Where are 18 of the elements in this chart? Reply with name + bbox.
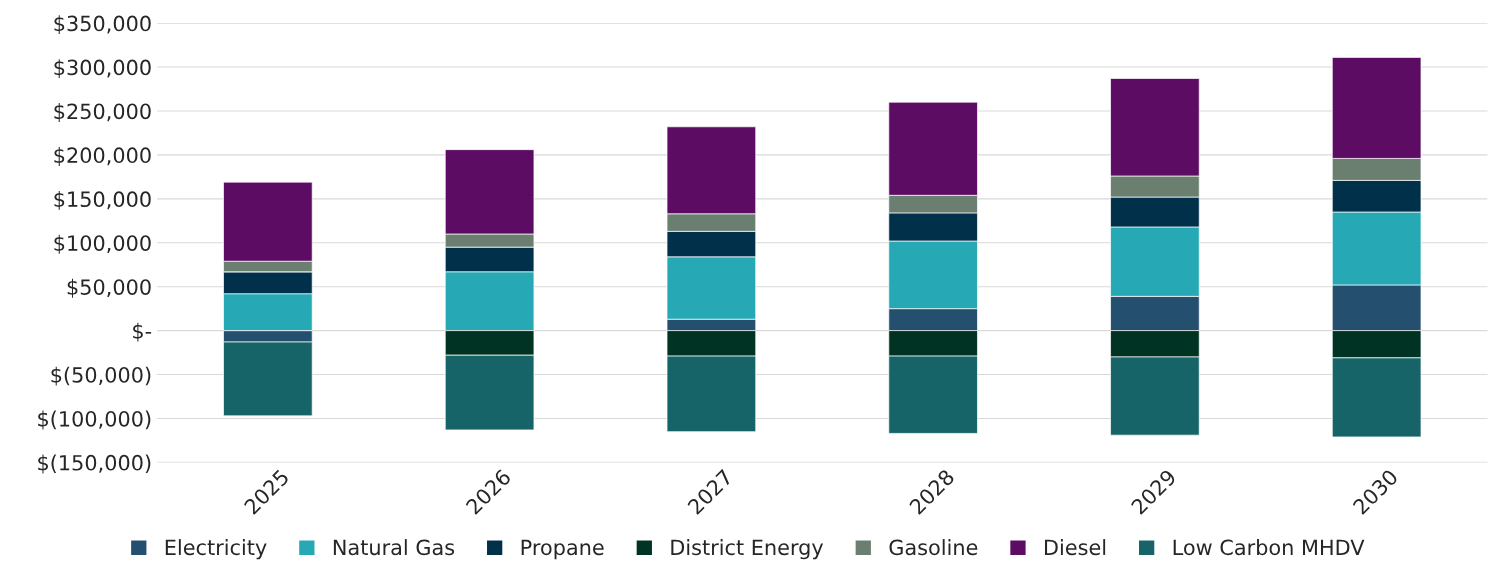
y-tick-label: $(50,000) [51,366,151,386]
y-tick-label: $250,000 [54,103,151,122]
y-tick-label: $300,000 [54,59,151,79]
legend-label: Propane [521,539,604,560]
legend-label: Diesel [1045,539,1106,556]
y-tick-label: $- [133,322,152,342]
y-tick-label: $350,000 [54,15,151,35]
y-tick-label: $(150,000) [38,454,151,474]
legend-label: Low Carbon MHDV [1173,539,1365,556]
y-tick-label: $100,000 [54,234,151,254]
legend-label: Gasoline [889,539,978,556]
y-tick-label: $(100,000) [38,410,151,430]
y-tick-label: $150,000 [54,190,151,210]
legend-label: Natural Gas [333,539,455,556]
y-tick-label: $200,000 [54,146,151,166]
legend-label: District Energy [671,539,824,560]
y-tick-label: $50,000 [67,278,151,298]
legend-label: Electricity [165,539,267,560]
